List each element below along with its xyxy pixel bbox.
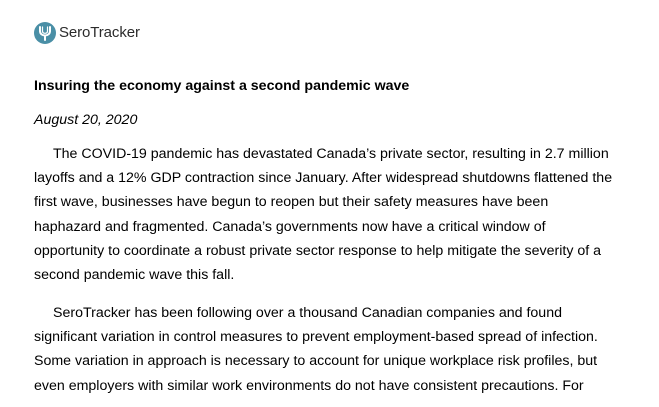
paragraph-line: The COVID-19 pandemic has devastated Can… (53, 146, 609, 162)
paragraph-line: even employers with similar work environ… (34, 377, 584, 394)
paragraph-line: opportunity to coordinate a robust priva… (34, 242, 602, 259)
serotracker-logo-icon (34, 22, 56, 44)
brand-logo: SeroTracker (34, 22, 140, 44)
article-title: Insuring the economy against a second pa… (34, 78, 410, 94)
paragraph-line: SeroTracker has been following over a th… (53, 305, 562, 321)
paragraph-line: first wave, businesses have begun to reo… (34, 194, 549, 211)
paragraph-line: significant variation in control measure… (34, 329, 598, 346)
paragraph-line: layoffs and a 12% GDP contraction since … (34, 170, 613, 187)
paragraph-line: Some variation in approach is necessary … (34, 353, 598, 370)
brand-name: SeroTracker (59, 24, 140, 41)
paragraph-line: haphazard and fragmented. Canada’s gover… (34, 218, 546, 235)
paragraph-line: second pandemic wave this fall. (34, 267, 235, 284)
article-paragraph: SeroTracker has been following over a th… (34, 301, 644, 398)
article-paragraph: The COVID-19 pandemic has devastated Can… (34, 142, 644, 287)
article-date: August 20, 2020 (34, 112, 138, 128)
